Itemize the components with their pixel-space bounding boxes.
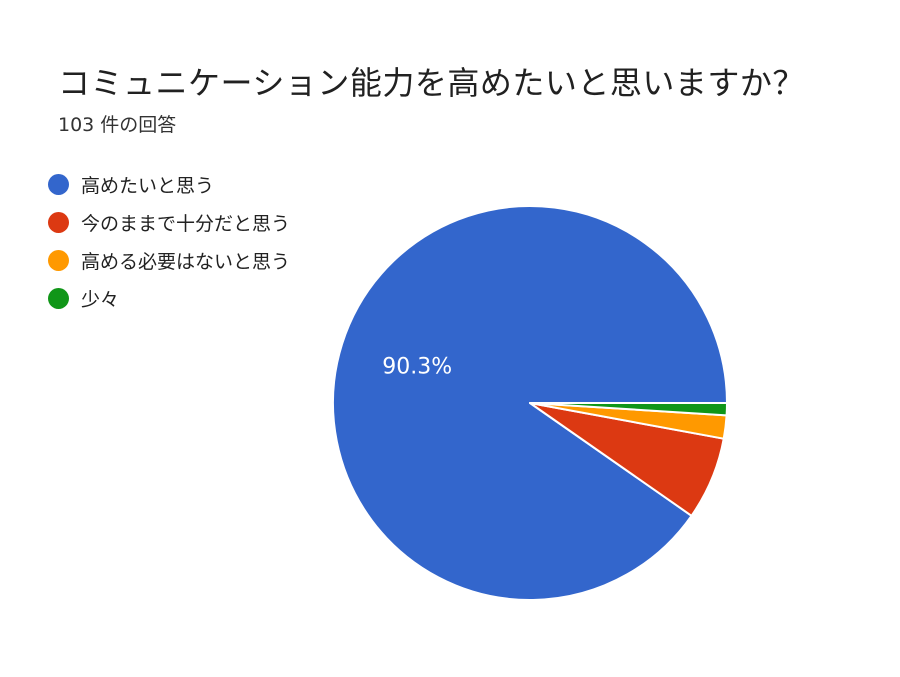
pie-slice-0-label: 90.3% (382, 355, 452, 380)
legend-swatch (48, 249, 69, 271)
legend-item-want-to-improve[interactable]: 高めたいと思う (48, 170, 290, 198)
legend-item-a-little[interactable]: 少々 (48, 284, 290, 312)
legend-label: 今のままで十分だと思う (81, 212, 291, 235)
legend-swatch (48, 211, 69, 233)
legend-label: 高める必要はないと思う (81, 250, 291, 273)
legend-swatch (48, 173, 69, 195)
legend-label: 高めたいと思う (81, 174, 215, 197)
legend-item-no-need[interactable]: 高める必要はないと思う (48, 246, 290, 274)
legend-swatch (48, 287, 69, 309)
pie-slice-3[interactable] (529, 402, 728, 417)
response-count: 103 件の回答 (58, 114, 177, 136)
legend-item-enough-as-is[interactable]: 今のままで十分だと思う (48, 208, 290, 236)
chart-legend: 高めたいと思う 今のままで十分だと思う 高める必要はないと思う 少々 (48, 170, 290, 322)
legend-label: 少々 (81, 288, 120, 311)
chart-title: コミュニケーション能力を高めたいと思いますか？ (58, 64, 805, 102)
